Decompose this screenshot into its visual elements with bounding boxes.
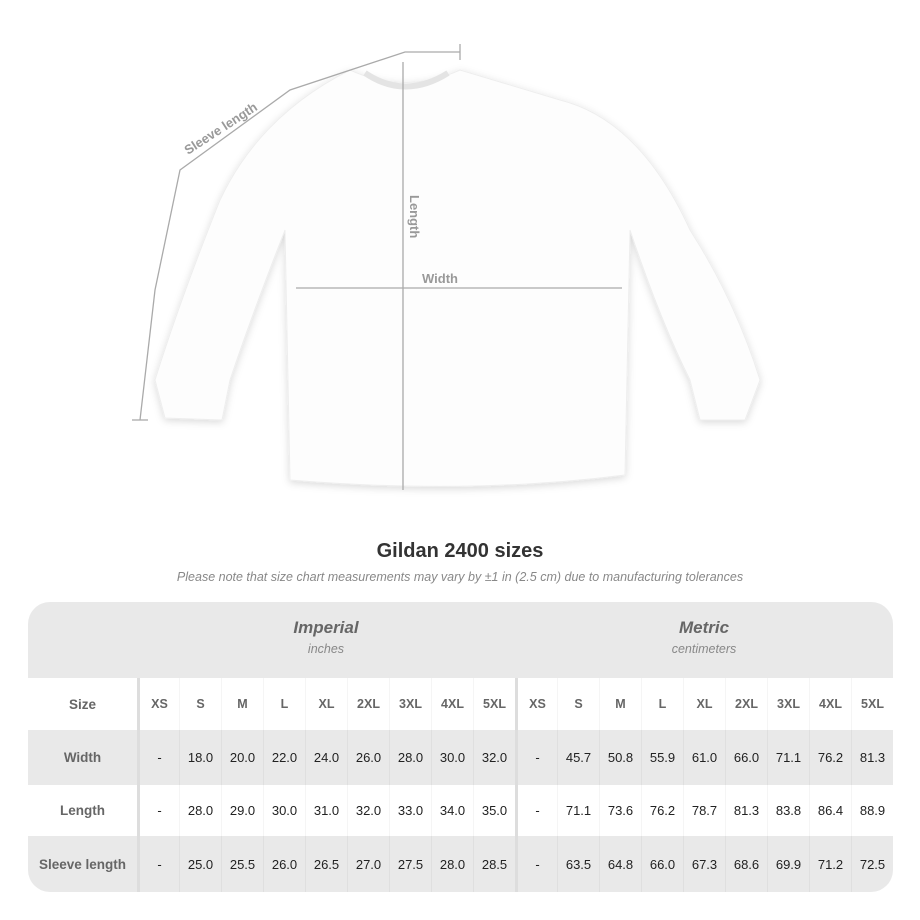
table-cell: 32.0 — [473, 730, 515, 785]
table-row: Sleeve length -25.0 25.5 26.0 26.5 27.0 27.5 28… — [28, 836, 893, 892]
table-cell: 28.0 — [389, 730, 431, 785]
table-cell: 26.0 — [263, 836, 305, 892]
table-cell: 86.4 — [809, 785, 851, 836]
table-cell: S — [179, 678, 221, 730]
table-cell: 76.2 — [809, 730, 851, 785]
length-label: Length — [407, 195, 422, 238]
table-cell: 2XL — [725, 678, 767, 730]
table-cell: 76.2 — [641, 785, 683, 836]
table-cell: 88.9 — [851, 785, 893, 836]
table-cell: 28.0 — [431, 836, 473, 892]
table-cell: 29.0 — [221, 785, 263, 836]
table-cell: 35.0 — [473, 785, 515, 836]
table-cell: 28.5 — [473, 836, 515, 892]
table-cell: 3XL — [767, 678, 809, 730]
table-cell: 67.3 — [683, 836, 725, 892]
table-cell: 55.9 — [641, 730, 683, 785]
table-cell: 30.0 — [263, 785, 305, 836]
table-cell: 63.5 — [557, 836, 599, 892]
table-cell: 20.0 — [221, 730, 263, 785]
imperial-unit: inches — [307, 642, 345, 656]
table-cell: 45.7 — [557, 730, 599, 785]
table-cell: - — [515, 785, 557, 836]
table-cell: 81.3 — [725, 785, 767, 836]
imperial-header: Imperial inches — [137, 602, 515, 678]
sleeve-length-label: Sleeve length — [181, 99, 260, 157]
table-cell: 50.8 — [599, 730, 641, 785]
table-cell: M — [221, 678, 263, 730]
table-cell: - — [137, 836, 179, 892]
table-cell: - — [515, 730, 557, 785]
table-cell: 66.0 — [641, 836, 683, 892]
shirt-shape — [154, 69, 761, 487]
table-cell: 25.5 — [221, 836, 263, 892]
table-cell: 27.0 — [347, 836, 389, 892]
table-cell: S — [557, 678, 599, 730]
table-cell: 83.8 — [767, 785, 809, 836]
table-cell: 33.0 — [389, 785, 431, 836]
table-cell: 30.0 — [431, 730, 473, 785]
table-cell: 32.0 — [347, 785, 389, 836]
row-label: Sleeve length — [38, 856, 127, 872]
shirt-illustration: Sleeve length Length Width — [132, 44, 761, 490]
table-cell: 18.0 — [179, 730, 221, 785]
row-label: Length — [60, 803, 105, 818]
table-cell: XL — [305, 678, 347, 730]
table-row: Length -28.0 29.0 30.0 31.0 32.0 33.0 34.0 35.0-… — [28, 785, 893, 836]
table-cell: 5XL — [851, 678, 893, 730]
table-cell: 2XL — [347, 678, 389, 730]
table-cell: 26.5 — [305, 836, 347, 892]
table-cell: 31.0 — [305, 785, 347, 836]
table-cell: 24.0 — [305, 730, 347, 785]
table-cell: 66.0 — [725, 730, 767, 785]
table-cell: 27.5 — [389, 836, 431, 892]
chart-title: Gildan 2400 sizes — [376, 540, 544, 562]
table-cell: 71.2 — [809, 836, 851, 892]
table-cell: 73.6 — [599, 785, 641, 836]
metric-title: Metric — [678, 618, 730, 637]
table-cell: 71.1 — [557, 785, 599, 836]
table-cell: L — [263, 678, 305, 730]
table-cell: 68.6 — [725, 836, 767, 892]
table-cell: 61.0 — [683, 730, 725, 785]
table-cell: M — [599, 678, 641, 730]
table-cell: XL — [683, 678, 725, 730]
tolerance-note: Please note that size chart measurements… — [176, 570, 744, 584]
size-table: Imperial inches Metric centimeters Size X… — [28, 602, 893, 892]
table-cell: 72.5 — [851, 836, 893, 892]
table-cell: - — [137, 785, 179, 836]
table-cell: 81.3 — [851, 730, 893, 785]
table-cell: - — [515, 836, 557, 892]
table-cell: 3XL — [389, 678, 431, 730]
size-header-row: Size XS S M L XL 2XL 3XL 4XL 5XL XS S M L XL 2XL 3XL 4XL 5… — [28, 678, 893, 730]
table-cell: 71.1 — [767, 730, 809, 785]
table-cell: 26.0 — [347, 730, 389, 785]
metric-unit: centimeters — [671, 642, 737, 656]
table-cell: 28.0 — [179, 785, 221, 836]
measure-lines — [132, 44, 622, 490]
row-label: Size — [68, 696, 96, 712]
table-cell: 34.0 — [431, 785, 473, 836]
table-cell: 64.8 — [599, 836, 641, 892]
table-row: Width -18.0 20.0 22.0 24.0 26.0 28.0 30.0 32.0-4… — [28, 730, 893, 785]
table-cell: 4XL — [431, 678, 473, 730]
width-label: Width — [422, 271, 458, 286]
table-cell: 25.0 — [179, 836, 221, 892]
table-cell: 5XL — [473, 678, 515, 730]
table-cell: 78.7 — [683, 785, 725, 836]
table-cell: 22.0 — [263, 730, 305, 785]
row-label: Width — [63, 750, 102, 765]
table-cell: XS — [515, 678, 557, 730]
imperial-title: Imperial — [293, 618, 359, 637]
metric-header: Metric centimeters — [515, 602, 893, 678]
table-cell: - — [137, 730, 179, 785]
table-cell: XS — [137, 678, 179, 730]
table-cell: 4XL — [809, 678, 851, 730]
table-cell: 69.9 — [767, 836, 809, 892]
table-cell: L — [641, 678, 683, 730]
